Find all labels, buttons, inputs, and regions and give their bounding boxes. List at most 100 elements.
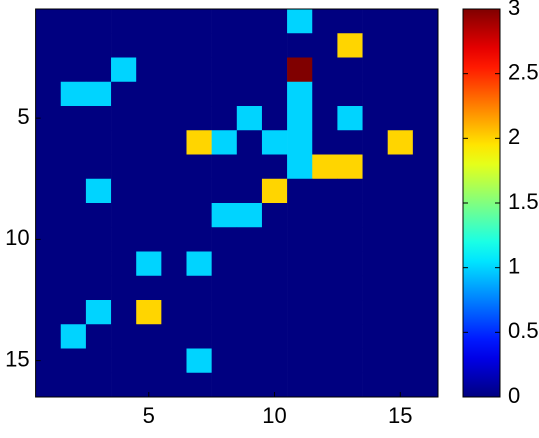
heatmap-cell xyxy=(362,348,388,374)
heatmap-cell xyxy=(111,9,137,34)
heatmap-cell xyxy=(60,178,87,204)
heatmap-cell xyxy=(186,348,212,374)
heatmap-cell xyxy=(85,372,112,398)
heatmap-cell xyxy=(236,203,263,228)
heatmap-cell xyxy=(211,81,238,107)
heatmap-cell xyxy=(412,81,439,107)
heatmap-cell xyxy=(211,106,238,131)
heatmap-cell xyxy=(60,227,87,252)
heatmap-cell xyxy=(161,154,187,180)
heatmap-cell xyxy=(412,178,439,204)
colorbar-tick-label: 2 xyxy=(508,124,520,149)
heatmap-cell xyxy=(111,372,137,398)
heatmap-cell xyxy=(236,324,263,349)
heatmap-cell xyxy=(136,9,162,34)
heatmap-cell xyxy=(261,300,288,325)
heatmap-cell xyxy=(412,324,439,349)
heatmap-cell xyxy=(186,81,212,107)
heatmap-cell xyxy=(362,81,388,107)
heatmap-cell xyxy=(387,81,414,107)
heatmap-cell xyxy=(236,106,263,131)
heatmap-cell xyxy=(387,178,414,204)
heatmap-cell xyxy=(362,203,388,228)
heatmap-cell xyxy=(261,324,288,349)
colorbar-tick-label: 1 xyxy=(508,253,520,278)
heatmap-cell xyxy=(85,81,112,107)
heatmap-cell xyxy=(412,348,439,374)
heatmap-cell xyxy=(387,324,414,349)
heatmap-cell xyxy=(387,300,414,325)
heatmap-cell xyxy=(111,251,137,277)
heatmap-cell xyxy=(186,130,212,155)
heatmap-cell xyxy=(35,275,62,301)
heatmap-cell xyxy=(60,275,87,301)
heatmap-cell xyxy=(387,33,414,58)
heatmap-cell xyxy=(111,130,137,155)
heatmap-cell xyxy=(287,154,313,180)
heatmap-cell xyxy=(186,372,212,398)
heatmap-cell xyxy=(287,300,313,325)
heatmap-cell xyxy=(136,227,162,252)
heatmap-cell xyxy=(60,106,87,131)
heatmap-cell xyxy=(136,300,162,325)
heatmap-cell xyxy=(186,178,212,204)
heatmap-cell xyxy=(85,9,112,34)
heatmap-cell xyxy=(85,130,112,155)
heatmap-cell xyxy=(136,275,162,301)
heatmap-cell xyxy=(236,130,263,155)
heatmap-cell xyxy=(261,9,288,34)
heatmap-cell xyxy=(161,348,187,374)
heatmap-cell xyxy=(111,275,137,301)
heatmap-cell xyxy=(387,130,414,155)
heatmap-cell xyxy=(337,251,363,277)
heatmap-cell xyxy=(287,57,313,83)
heatmap-cell xyxy=(312,275,338,301)
heatmap-cell xyxy=(387,275,414,301)
heatmap-cell xyxy=(211,300,238,325)
heatmap-cell xyxy=(186,300,212,325)
heatmap-cell xyxy=(111,33,137,58)
heatmap-cell xyxy=(287,348,313,374)
heatmap-cell xyxy=(236,372,263,398)
heatmap-cell xyxy=(312,251,338,277)
heatmap-cell xyxy=(85,348,112,374)
colorbar-tick-label: 0 xyxy=(508,383,520,408)
heatmap-cell xyxy=(261,227,288,252)
heatmap-cell xyxy=(387,57,414,83)
heatmap-cell xyxy=(161,275,187,301)
heatmap-cell xyxy=(186,106,212,131)
colorbar-tick-label: 0.5 xyxy=(508,318,539,343)
heatmap-cell xyxy=(261,251,288,277)
heatmap-cell xyxy=(287,203,313,228)
heatmap-cell xyxy=(312,348,338,374)
heatmap-cell xyxy=(136,130,162,155)
heatmap-cell xyxy=(236,33,263,58)
heatmap-cell xyxy=(60,57,87,83)
heatmap-cell xyxy=(261,348,288,374)
heatmap-cell xyxy=(236,81,263,107)
heatmap-cell xyxy=(412,372,439,398)
heatmap-cell xyxy=(211,324,238,349)
heatmap-cell xyxy=(362,251,388,277)
heatmap-cell xyxy=(35,300,62,325)
heatmap-cell xyxy=(312,203,338,228)
heatmap-cell xyxy=(387,348,414,374)
heatmap-cell xyxy=(35,33,62,58)
heatmap-cell xyxy=(312,372,338,398)
heatmap-cell xyxy=(85,251,112,277)
heatmap-cell xyxy=(211,372,238,398)
heatmap-cell xyxy=(136,324,162,349)
heatmap-cell xyxy=(161,203,187,228)
heatmap-cell xyxy=(412,227,439,252)
heatmap-cell xyxy=(387,203,414,228)
heatmap-cell xyxy=(60,33,87,58)
heatmap-cell xyxy=(337,106,363,131)
heatmap-cell xyxy=(312,33,338,58)
heatmap-cell xyxy=(85,33,112,58)
heatmap-cell xyxy=(337,33,363,58)
heatmap-cell xyxy=(35,203,62,228)
heatmap-cell xyxy=(261,154,288,180)
heatmap-cell xyxy=(312,106,338,131)
heatmap-cell xyxy=(186,57,212,83)
heatmap-cell xyxy=(337,57,363,83)
